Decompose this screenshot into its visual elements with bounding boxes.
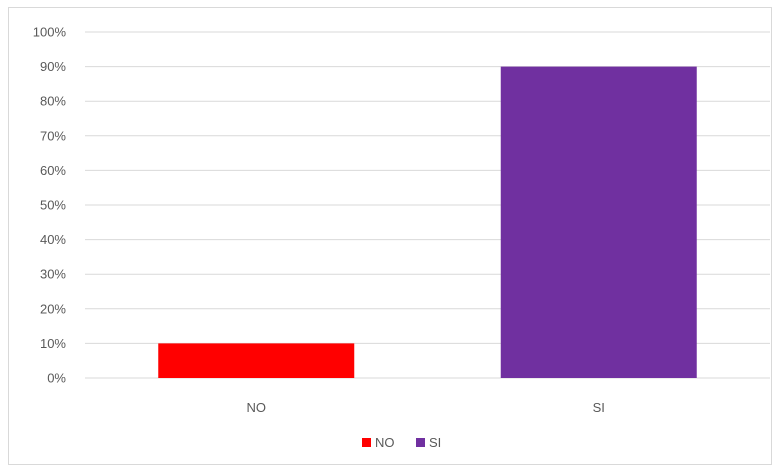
bar-si <box>500 66 697 378</box>
legend-label: NO <box>375 435 395 450</box>
y-tick-label: 60% <box>40 163 66 178</box>
legend-swatch-si <box>416 438 425 447</box>
y-tick-label: 70% <box>40 128 66 143</box>
bar-no <box>158 343 355 378</box>
y-axis-tick-labels: 0% 10% 20% 30% 40% 50% 60% 70% 80% 90% 100% <box>33 25 67 386</box>
x-axis-category-labels: NO SI <box>247 400 605 415</box>
y-tick-label: 100% <box>33 25 67 40</box>
bars <box>158 66 697 378</box>
y-tick-label: 80% <box>40 94 66 109</box>
x-category-label: SI <box>593 400 605 415</box>
y-tick-label: 50% <box>40 198 66 213</box>
y-tick-label: 30% <box>40 267 66 282</box>
y-tick-label: 10% <box>40 336 66 351</box>
y-tick-label: 40% <box>40 232 66 247</box>
legend: NO SI <box>362 435 441 450</box>
y-tick-label: 90% <box>40 59 66 74</box>
y-tick-label: 0% <box>47 371 66 386</box>
y-tick-label: 20% <box>40 301 66 316</box>
legend-label: SI <box>429 435 441 450</box>
x-category-label: NO <box>247 400 267 415</box>
legend-swatch-no <box>362 438 371 447</box>
